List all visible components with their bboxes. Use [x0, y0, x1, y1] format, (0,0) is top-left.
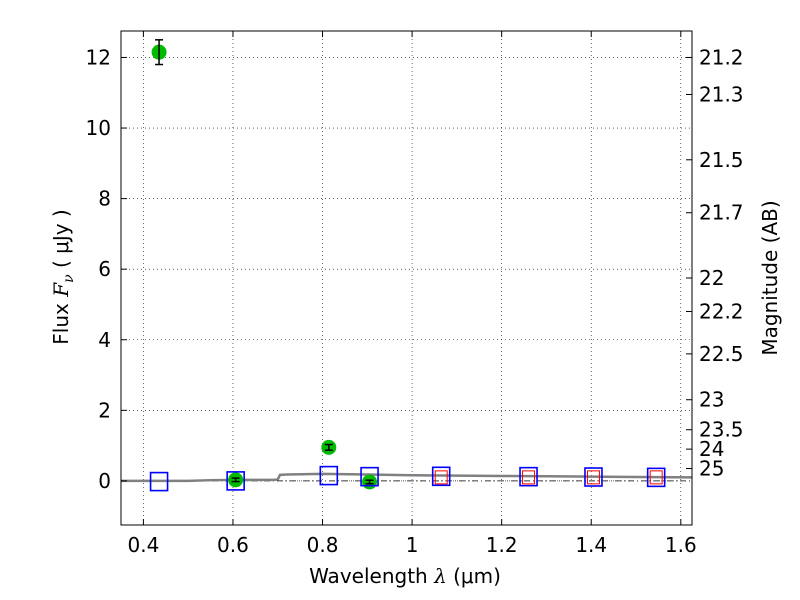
model-band-square-small: [586, 470, 600, 485]
y2-tick-label: 24: [699, 437, 724, 461]
y-tick-label: 4: [98, 328, 111, 352]
y-axis-title-suffix: ( μJy ): [49, 209, 73, 274]
model-band-square: [319, 465, 339, 486]
y-tick-label: 12: [86, 45, 111, 69]
y-axis-title-prefix: Flux: [49, 297, 73, 345]
model-band-square-small: [649, 470, 663, 485]
y2-tick-label: 21.2: [699, 45, 744, 69]
x-axis-title-symbol: λ: [433, 564, 447, 588]
x-tick-label: 0.4: [127, 533, 159, 557]
plot-content: [121, 39, 693, 492]
model-band-square: [646, 467, 666, 488]
y-tick-label: 10: [86, 116, 111, 140]
y2-tick-label: 22.5: [699, 342, 744, 366]
x-tick-label: 1: [406, 533, 419, 557]
y2-tick-label: 21.7: [699, 201, 744, 225]
y2-tick-label: 22: [699, 266, 724, 290]
y2-tick-label: 21.5: [699, 148, 744, 172]
y-axis-title-subscript: ν: [61, 274, 77, 283]
y-tick-label: 2: [98, 398, 111, 422]
model-band-square-small: [434, 470, 448, 485]
y-axis-title-symbol: F: [49, 282, 73, 298]
x-axis-title: Wavelength λ (μm): [309, 564, 501, 588]
y2-tick-label: 22.2: [699, 300, 744, 324]
x-axis-title-prefix: Wavelength: [309, 564, 434, 588]
x-tick-label: 1.4: [575, 533, 607, 557]
y2-tick-label: 23.5: [699, 418, 744, 442]
y2-tick-label: 21.3: [699, 83, 744, 107]
x-tick-label: 1.2: [486, 533, 518, 557]
model-band-square: [519, 466, 538, 487]
x-tick-label: 1.6: [665, 533, 697, 557]
axis-ticks: [121, 31, 692, 525]
model-band-square: [360, 466, 379, 487]
model-band-square-small: [522, 470, 536, 485]
y-tick-label: 8: [98, 187, 111, 211]
y-axis-title: Flux Fν ( μJy ): [49, 209, 77, 344]
y-tick-label: 6: [98, 257, 111, 281]
y2-tick-label: 25: [699, 457, 724, 481]
model-band-square: [584, 467, 603, 487]
model-band-square: [149, 471, 169, 492]
x-tick-label: 0.6: [217, 533, 249, 557]
y2-axis-title: Magnitude (AB): [758, 200, 782, 355]
y2-tick-label: 23: [699, 388, 724, 412]
x-axis-title-suffix: (μm): [447, 564, 501, 588]
model-band-square: [431, 466, 451, 487]
model-band-square: [226, 471, 245, 491]
x-tick-label: 0.8: [307, 533, 339, 557]
y-tick-label: 0: [98, 469, 111, 493]
